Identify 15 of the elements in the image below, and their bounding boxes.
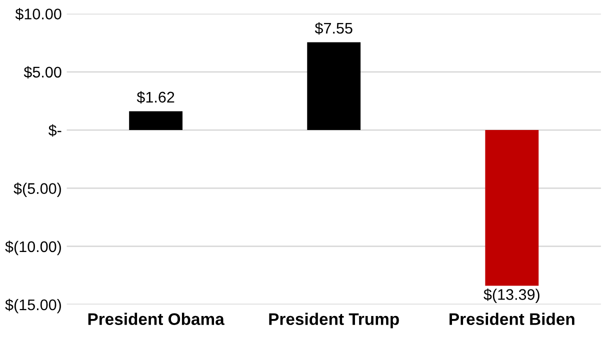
y-tick-label: $(10.00)	[5, 240, 61, 256]
data-label: $7.55	[314, 22, 352, 35]
y-tick-label: $(15.00)	[5, 298, 61, 314]
bar	[307, 42, 361, 130]
y-tick-label: $-	[48, 124, 62, 137]
bar	[129, 111, 183, 130]
data-label: $(13.39)	[484, 288, 540, 303]
data-label: $1.62	[136, 91, 174, 104]
x-tick-label: President Obama	[88, 312, 224, 326]
y-tick-label: $5.00	[24, 66, 62, 78]
x-tick-label: President Trump	[269, 312, 399, 328]
y-tick-label: $10.00	[15, 8, 62, 20]
y-tick-label: $(5.00)	[14, 182, 61, 197]
bar	[485, 130, 539, 286]
x-tick-label: President Biden	[450, 312, 574, 326]
